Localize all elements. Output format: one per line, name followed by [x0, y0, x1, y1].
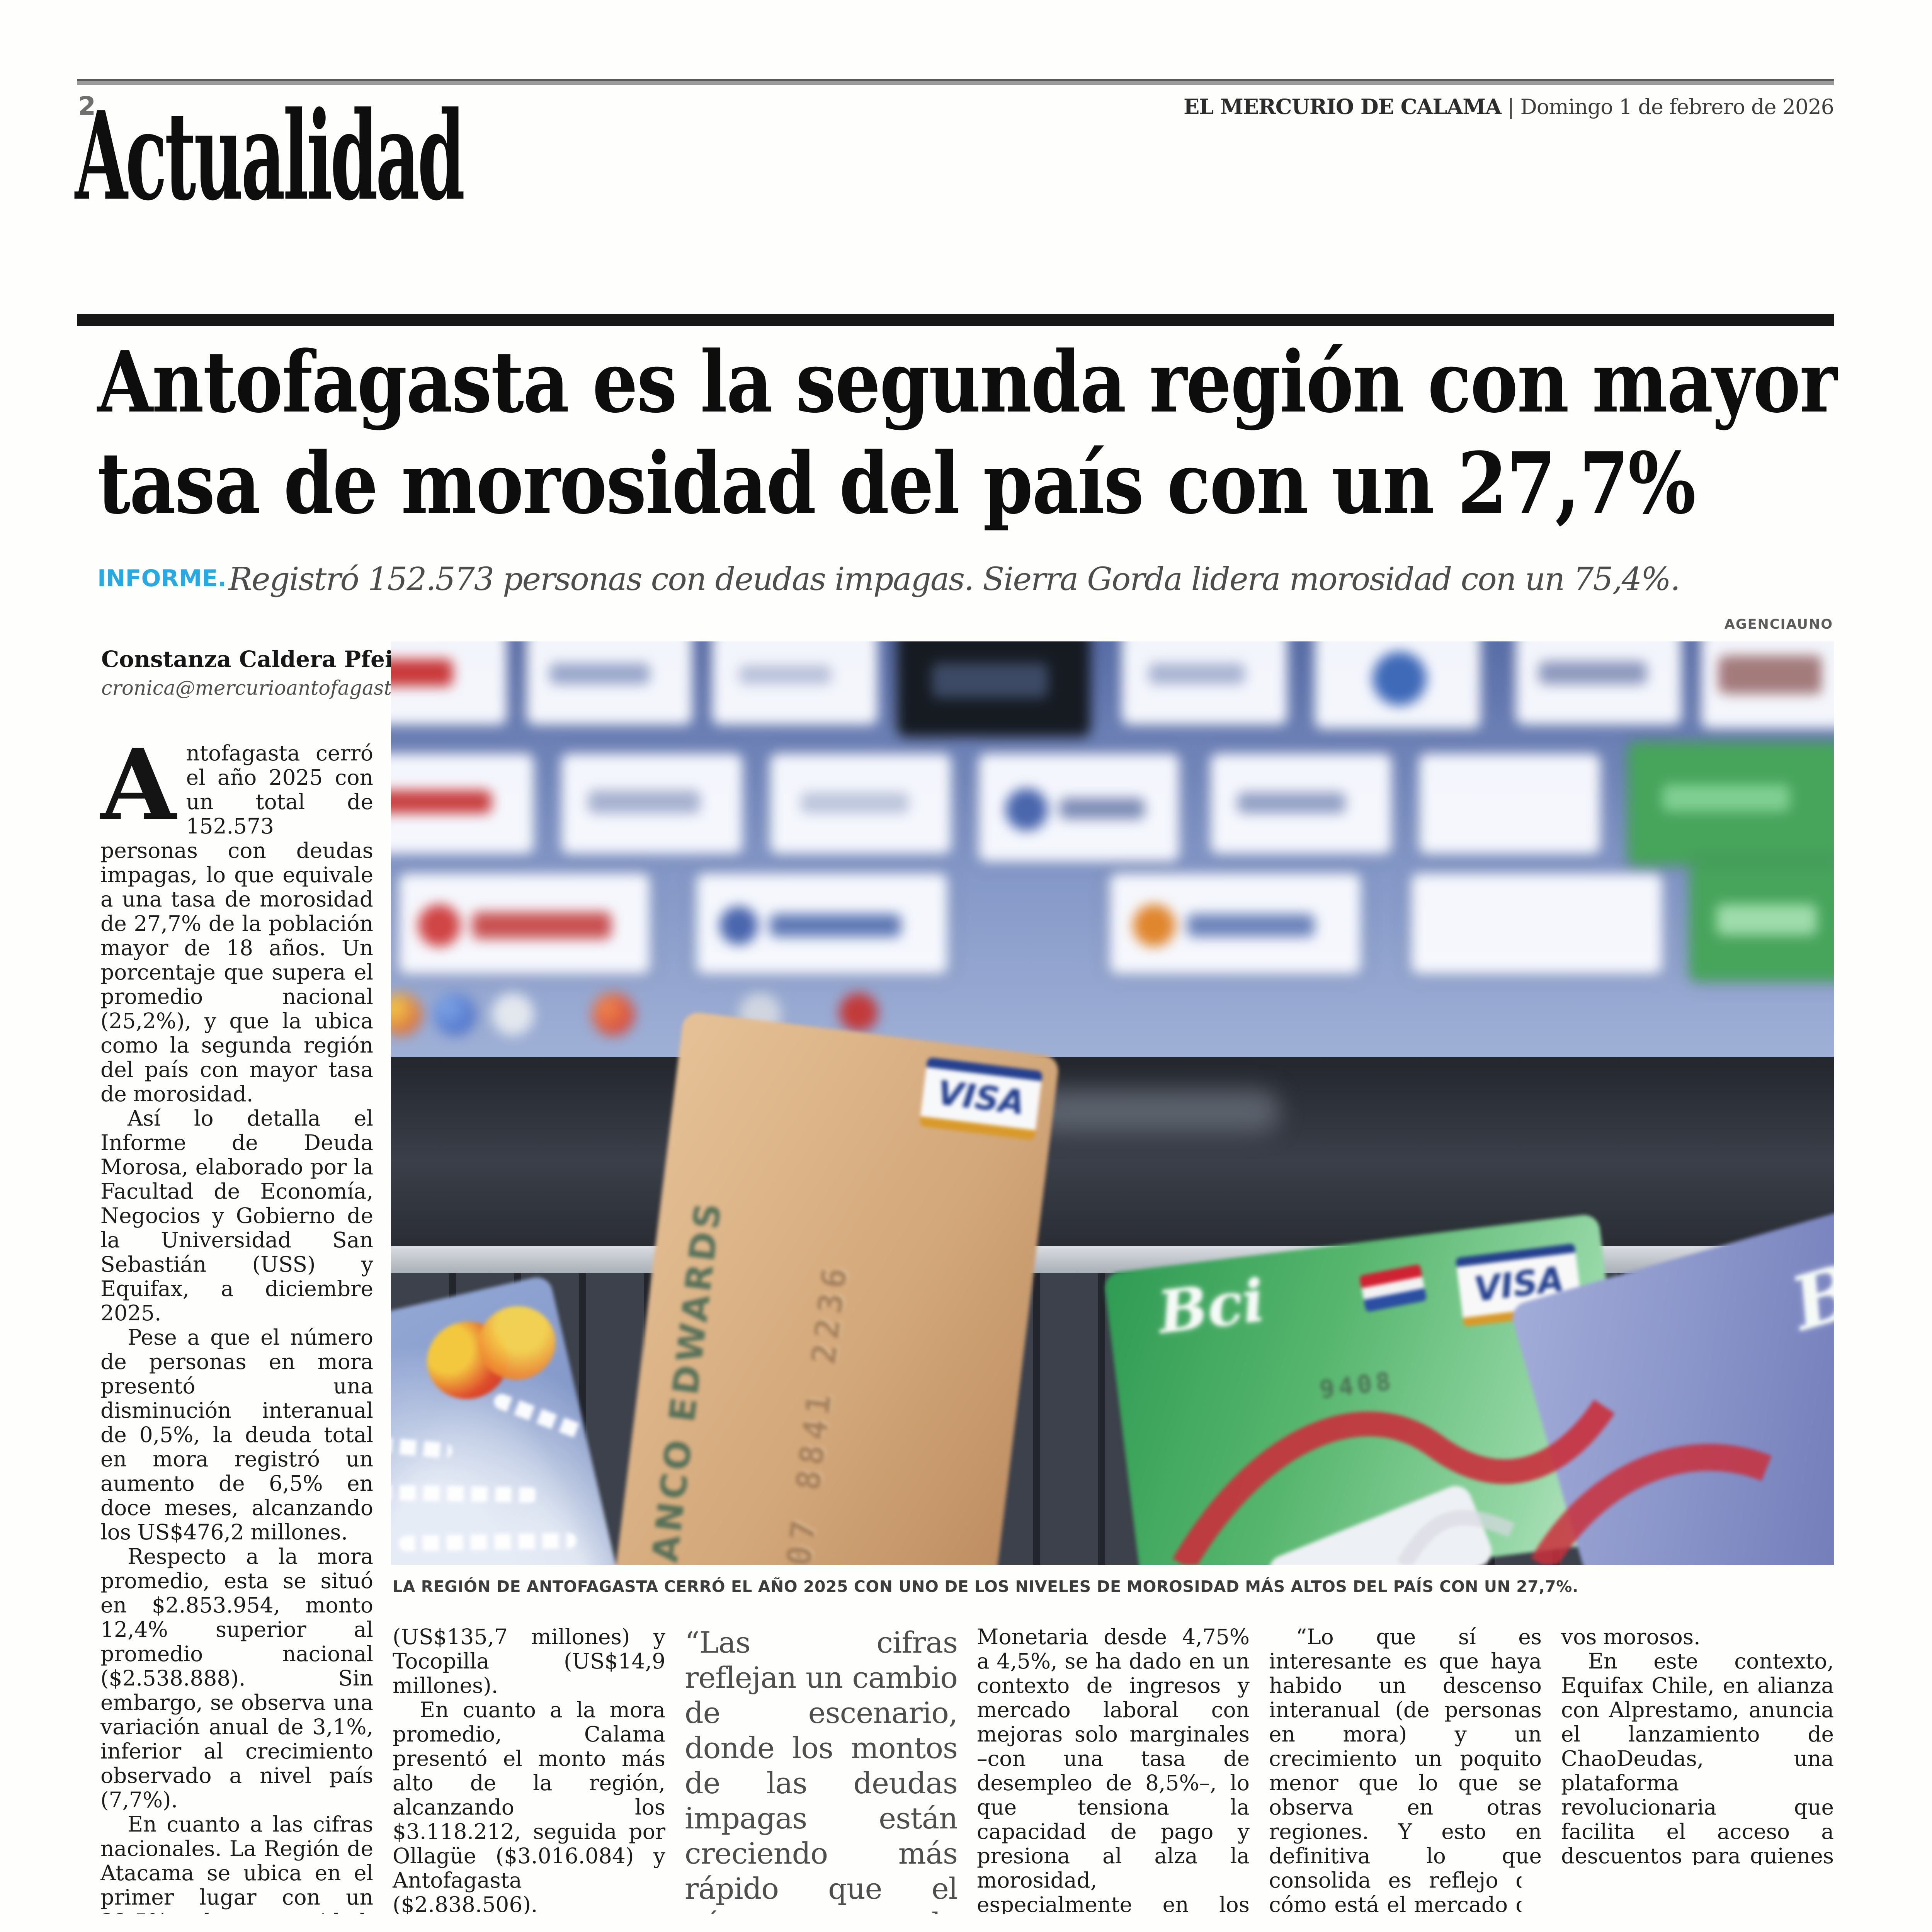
- body-paragraph: Así lo detalla el Informe de Deuda Moros…: [100, 1106, 373, 1325]
- body-paragraph: vos morosos.: [1561, 1625, 1834, 1649]
- masthead-title: EL MERCURIO DE CALAMA: [1184, 94, 1501, 119]
- credit-cards-group: BANCO EDWARDS 4507 8841 2236 VISA Bci VI…: [391, 641, 1834, 1565]
- article-photo: BANCO EDWARDS 4507 8841 2236 VISA Bci VI…: [391, 641, 1834, 1565]
- column-3: “Las cifras reflejan un cambio de escena…: [685, 1625, 957, 1932]
- kicker-label: INFORME.: [97, 565, 226, 592]
- body-paragraph: Monetaria desde 4,75% a 4,5%, se ha dado…: [977, 1625, 1250, 1932]
- column-4: Monetaria desde 4,75% a 4,5%, se ha dado…: [977, 1625, 1250, 1932]
- headline: Antofagasta es la segunda región con may…: [97, 332, 1838, 534]
- headline-line-1: Antofagasta es la segunda región con may…: [97, 332, 1838, 433]
- headline-line-2: tasa de morosidad del país con un 27,7%: [97, 433, 1838, 534]
- byline-email: cronica@mercurioantofagasta.cl: [101, 677, 427, 700]
- body-paragraph: “Lo que sí es interesante es que haya ha…: [1269, 1625, 1542, 1932]
- body-paragraph: (US$135,7 millones) y Tocopilla (US$14,9…: [393, 1625, 665, 1698]
- body-paragraph: Respecto a la mora promedio, esta se sit…: [100, 1544, 373, 1812]
- deck: INFORME. Registró 152.573 personas con d…: [97, 561, 1821, 598]
- body-paragraph: En cuanto a la mora promedio, Calama pre…: [393, 1698, 665, 1917]
- drop-cap: A: [100, 741, 186, 823]
- ribbon-graphic: [391, 641, 1834, 1565]
- section-title: Actualidad: [75, 93, 463, 220]
- masthead: EL MERCURIO DE CALAMA | Domingo 1 de feb…: [1184, 94, 1834, 119]
- body-paragraph: Antofagasta cerró el año 2025 con un tot…: [100, 741, 373, 1106]
- header-rule: [77, 79, 1834, 85]
- photo-credit: AGENCIAUNO: [1725, 617, 1833, 632]
- body-paragraph: Pese a que el número de personas en mora…: [100, 1325, 373, 1544]
- masthead-date: | Domingo 1 de febrero de 2026: [1507, 95, 1834, 119]
- photo-caption: LA REGIÓN DE ANTOFAGASTA CERRÓ EL AÑO 20…: [393, 1577, 1834, 1596]
- column-1: Antofagasta cerró el año 2025 con un tot…: [100, 741, 373, 1932]
- column-5: “Lo que sí es interesante es que haya ha…: [1269, 1625, 1542, 1932]
- body-paragraph: En este contexto, Equifax Chile, en alia…: [1561, 1649, 1834, 1932]
- body-paragraph: En cuanto a las cifras nacionales. La Re…: [100, 1812, 373, 1932]
- column-2: (US$135,7 millones) y Tocopilla (US$14,9…: [393, 1625, 665, 1932]
- column-6: vos morosos. En este contexto, Equifax C…: [1561, 1625, 1834, 1932]
- byline: Constanza Caldera Pfeiffer: [101, 646, 439, 672]
- deck-text: Registró 152.573 personas con deudas imp…: [228, 561, 1680, 598]
- pull-quote: “Las cifras reflejan un cambio de escena…: [685, 1625, 957, 1932]
- headline-rule: [77, 314, 1834, 326]
